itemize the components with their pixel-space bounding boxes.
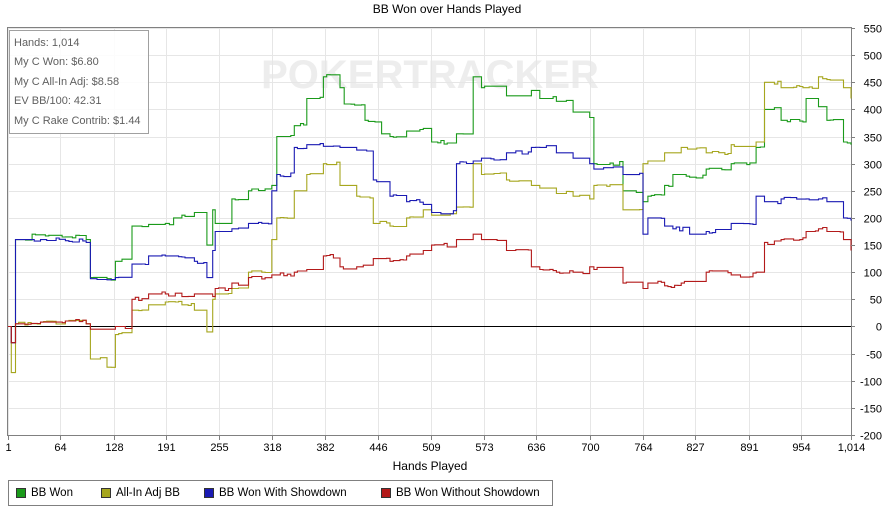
series-line-bb-won-without-showdown (8, 226, 852, 344)
y-tick-label: 550 (864, 24, 882, 36)
x-axis-label: Hands Played (393, 459, 468, 473)
legend: BB Won All-In Adj BB BB Won With Showdow… (8, 480, 553, 506)
y-tick-label: 500 (864, 51, 882, 63)
x-tick-label: 1 (5, 442, 11, 454)
stat-my-c-won: My C Won: $6.80 (14, 56, 99, 69)
legend-item-bb-won[interactable]: BB Won (16, 487, 73, 499)
y-tick-label: 250 (864, 187, 882, 199)
y-tick-label: 0 (876, 322, 882, 334)
legend-label-with-showdown: BB Won With Showdown (219, 487, 347, 499)
y-tick-label: 350 (864, 133, 882, 145)
y-axis-ticks: -200 -150 -100 -50 0 50 100 150 200 250 300 350 400 4… (851, 24, 882, 443)
legend-label-all-in-adj: All-In Adj BB (116, 487, 180, 499)
legend-item-with-showdown[interactable]: BB Won With Showdown (204, 487, 347, 499)
x-tick-label: 891 (740, 442, 758, 454)
x-tick-label: 573 (475, 442, 493, 454)
series-line-bb-won (8, 74, 852, 344)
x-tick-label: 318 (263, 442, 281, 454)
legend-label-without-showdown: BB Won Without Showdown (396, 487, 540, 499)
x-tick-label: 255 (210, 442, 228, 454)
plot-area (7, 27, 852, 436)
y-tick-label: 150 (864, 241, 882, 253)
y-tick-label: -50 (866, 350, 882, 362)
stat-ev-bb100: EV BB/100: 42.31 (14, 95, 102, 108)
x-tick-label: 700 (581, 442, 599, 454)
series-line-all-in-adj-bb (8, 76, 852, 374)
y-tick-label: 400 (864, 105, 882, 117)
stat-hands: Hands: 1,014 (14, 37, 80, 49)
legend-swatch-bb-won (16, 488, 26, 498)
legend-swatch-all-in-adj (101, 488, 111, 498)
y-tick-label: 300 (864, 160, 882, 172)
y-tick-label: -100 (860, 377, 882, 389)
x-tick-label: 382 (316, 442, 334, 454)
x-tick-label: 191 (157, 442, 175, 454)
legend-swatch-without-showdown (381, 488, 391, 498)
x-tick-label: 128 (105, 442, 123, 454)
y-tick-label: -150 (860, 404, 882, 416)
legend-swatch-with-showdown (204, 488, 214, 498)
y-tick-label: 50 (870, 295, 882, 307)
x-tick-label: 636 (527, 442, 545, 454)
legend-item-without-showdown[interactable]: BB Won Without Showdown (381, 487, 540, 499)
watermark: POKERTRACKER (261, 53, 599, 97)
stats-panel: Hands: 1,014 My C Won: $6.80 My C All-In… (9, 30, 149, 134)
series-group (8, 74, 852, 374)
x-tick-label: 1,014 (838, 442, 866, 454)
x-tick-label: 446 (369, 442, 387, 454)
y-tick-label: 100 (864, 268, 882, 280)
y-tick-label: 450 (864, 78, 882, 90)
x-tick-label: 64 (54, 442, 66, 454)
y-tick-label: 200 (864, 214, 882, 226)
stat-all-in-adj: My C All-In Adj: $8.58 (14, 75, 120, 88)
series-line-bb-won-with-showdown (8, 143, 852, 344)
x-tick-label: 954 (792, 442, 810, 454)
legend-label-bb-won: BB Won (31, 487, 73, 499)
stat-rake-contrib: My C Rake Contrib: $1.44 (14, 114, 141, 127)
y-tick-label: -200 (860, 431, 882, 443)
x-tick-label: 764 (634, 442, 652, 454)
x-tick-label: 509 (422, 442, 440, 454)
x-tick-label: 827 (686, 442, 704, 454)
chart-title: BB Won over Hands Played (373, 2, 522, 16)
legend-item-all-in-adj[interactable]: All-In Adj BB (101, 487, 180, 499)
x-axis-ticks: 1 64 128 191 255 318 382 446 509 573 636 700 764 827 8… (5, 435, 865, 454)
